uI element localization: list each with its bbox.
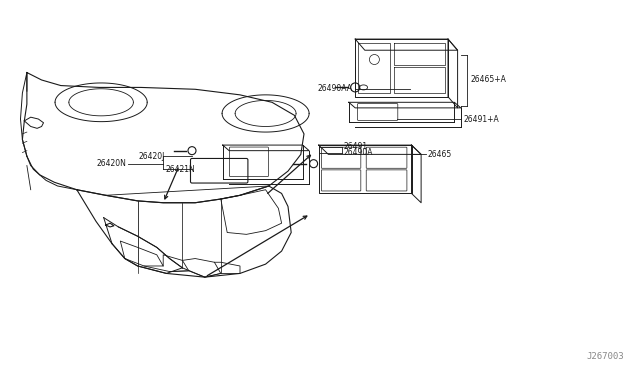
Text: 26465: 26465 bbox=[428, 150, 452, 159]
Text: 26491+A: 26491+A bbox=[464, 115, 500, 124]
Text: 26490A: 26490A bbox=[344, 148, 373, 157]
Text: 26420J: 26420J bbox=[138, 152, 164, 161]
Text: 26465+A: 26465+A bbox=[470, 76, 506, 84]
Text: 26420N: 26420N bbox=[96, 159, 126, 168]
Text: 26490AA: 26490AA bbox=[317, 84, 352, 93]
Text: 26421N: 26421N bbox=[165, 165, 195, 174]
Text: J267003: J267003 bbox=[586, 352, 624, 361]
Text: 26491: 26491 bbox=[344, 142, 368, 151]
